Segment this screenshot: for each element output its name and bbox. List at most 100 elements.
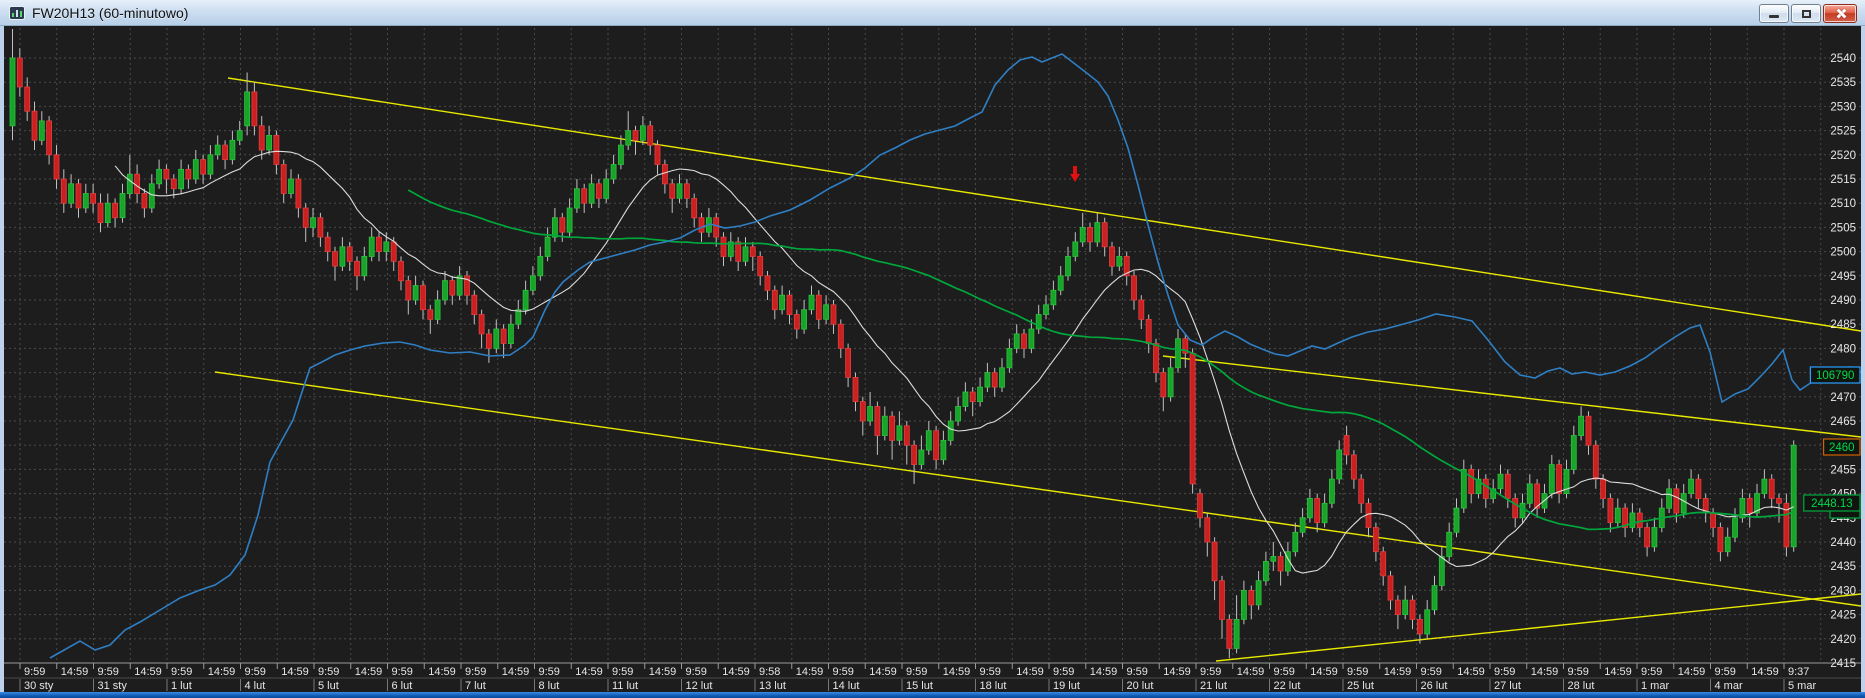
candles-down [16,57,1790,649]
svg-text:14:59: 14:59 [134,666,162,678]
svg-text:19 lut: 19 lut [1053,680,1080,692]
svg-text:2420: 2420 [1830,634,1856,646]
svg-text:14:59: 14:59 [61,666,89,678]
svg-text:9:59: 9:59 [1274,666,1295,678]
close-button[interactable] [1823,4,1857,23]
svg-text:25 lut: 25 lut [1347,680,1374,692]
svg-text:9:59: 9:59 [833,666,854,678]
svg-text:9:58: 9:58 [759,666,780,678]
svg-text:20 lut: 20 lut [1127,680,1154,692]
grid-horizontal [4,57,1861,640]
svg-text:14:59: 14:59 [1678,666,1706,678]
svg-text:2470: 2470 [1830,392,1856,404]
svg-text:14:59: 14:59 [502,666,530,678]
svg-text:9:59: 9:59 [1053,666,1074,678]
svg-text:2448.13: 2448.13 [1811,498,1853,510]
svg-text:9:59: 9:59 [1568,666,1589,678]
price-tags: 106790 2460 2448.13 [1803,366,1861,519]
price-tag: 106790 [1809,366,1861,384]
svg-text:14:59: 14:59 [1090,666,1118,678]
svg-text:14:59: 14:59 [355,666,383,678]
svg-text:14:59: 14:59 [1604,666,1632,678]
minimize-button[interactable] [1759,4,1789,23]
lop-line [49,53,1861,659]
grid-vertical [19,28,1822,663]
svg-text:2465: 2465 [1830,416,1856,428]
candlestick-chart[interactable]: 9:59 14:59 9:59 14:59 9:59 14:59 9:59 14:59 9:59… [4,26,1861,692]
svg-text:14 lut: 14 lut [833,680,860,692]
svg-text:26 lut: 26 lut [1421,680,1448,692]
svg-text:2530: 2530 [1830,101,1856,113]
price-axis-labels[interactable]: 2540 2535 2530 2525 2520 2515 2510 2505 2500 2495… [1830,53,1856,670]
svg-text:9:59: 9:59 [906,666,927,678]
svg-text:9:59: 9:59 [465,666,486,678]
svg-text:14:59: 14:59 [1531,666,1559,678]
svg-text:9:59: 9:59 [318,666,339,678]
title-bar[interactable]: FW20H13 (60-minutowo) [0,0,1865,26]
svg-text:2435: 2435 [1830,561,1856,573]
svg-text:14:59: 14:59 [1310,666,1338,678]
svg-text:9:59: 9:59 [392,666,413,678]
svg-text:9:59: 9:59 [1347,666,1368,678]
svg-text:18 lut: 18 lut [980,680,1007,692]
svg-text:106790: 106790 [1816,370,1854,382]
svg-text:9:59: 9:59 [171,666,192,678]
svg-text:13 lut: 13 lut [759,680,786,692]
svg-text:1 lut: 1 lut [171,680,192,692]
svg-text:9:59: 9:59 [980,666,1001,678]
svg-text:14:59: 14:59 [1457,666,1485,678]
svg-text:2415: 2415 [1830,658,1856,670]
svg-text:14:59: 14:59 [1016,666,1044,678]
candles-up [9,57,1797,649]
svg-text:4 lut: 4 lut [245,680,266,692]
svg-text:2495: 2495 [1830,271,1856,283]
svg-text:2540: 2540 [1830,53,1856,65]
svg-text:9:37: 9:37 [1788,666,1809,678]
svg-text:9:59: 9:59 [612,666,633,678]
svg-text:2510: 2510 [1830,198,1856,210]
svg-text:2505: 2505 [1830,222,1856,234]
window-controls [1759,4,1857,23]
svg-text:2430: 2430 [1830,585,1856,597]
svg-text:9:59: 9:59 [1200,666,1221,678]
svg-text:14:59: 14:59 [575,666,603,678]
svg-text:2460: 2460 [1829,442,1855,454]
svg-text:21 lut: 21 lut [1200,680,1227,692]
restore-button[interactable] [1791,4,1821,23]
svg-text:9:59: 9:59 [1127,666,1148,678]
svg-text:2425: 2425 [1830,610,1856,622]
svg-text:6 lut: 6 lut [392,680,413,692]
svg-text:14:59: 14:59 [722,666,750,678]
svg-text:28 lut: 28 lut [1568,680,1595,692]
svg-text:14:59: 14:59 [796,666,824,678]
restore-icon [1801,9,1811,18]
svg-text:4 mar: 4 mar [1715,680,1743,692]
close-icon [1835,8,1846,19]
svg-text:9:59: 9:59 [686,666,707,678]
svg-text:14:59: 14:59 [1384,666,1412,678]
svg-text:14:59: 14:59 [1237,666,1265,678]
date-labels: 30 sty 31 sty 1 lut 4 lut 5 lut 6 lut 7 lut 8 l… [24,680,1816,692]
svg-text:8 lut: 8 lut [539,680,560,692]
svg-text:14:59: 14:59 [208,666,236,678]
svg-text:14:59: 14:59 [281,666,309,678]
svg-text:2455: 2455 [1830,464,1856,476]
svg-text:9:59: 9:59 [1494,666,1515,678]
svg-text:14:59: 14:59 [1163,666,1191,678]
svg-text:2525: 2525 [1830,126,1856,138]
svg-text:11 lut: 11 lut [612,680,638,692]
window-bottom-border [0,692,1865,698]
signal-arrow-down-icon[interactable] [1070,166,1080,182]
svg-text:14:59: 14:59 [428,666,456,678]
trendlines[interactable] [214,77,1861,662]
sma-fast-line [114,150,1794,574]
svg-text:12 lut: 12 lut [686,680,713,692]
time-labels: 9:59 14:59 9:59 14:59 9:59 14:59 9:59 14:59 9:59… [24,666,1809,678]
svg-text:27 lut: 27 lut [1494,680,1521,692]
svg-text:1 mar: 1 mar [1641,680,1669,692]
svg-text:14:59: 14:59 [1751,666,1779,678]
time-axis[interactable]: 9:59 14:59 9:59 14:59 9:59 14:59 9:59 14:59 9:59… [4,662,1861,692]
svg-text:2490: 2490 [1830,295,1856,307]
window-chart-icon [9,5,25,20]
